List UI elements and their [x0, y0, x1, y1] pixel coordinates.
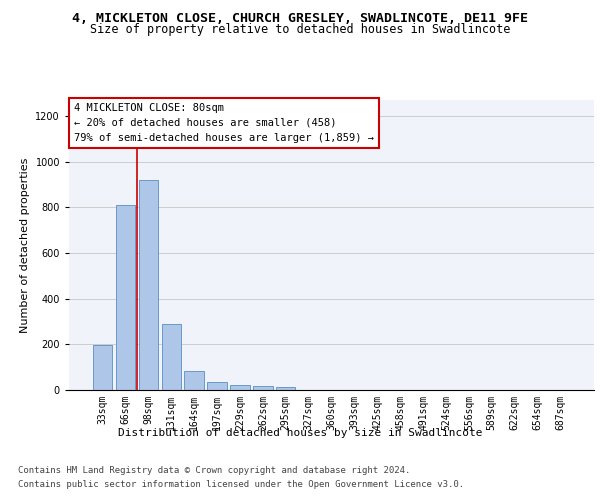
Bar	[253, 386, 272, 390]
Text: Size of property relative to detached houses in Swadlincote: Size of property relative to detached ho…	[90, 22, 510, 36]
Bar	[116, 205, 135, 390]
Bar	[93, 346, 112, 390]
Y-axis label: Number of detached properties: Number of detached properties	[20, 158, 30, 332]
Text: Contains public sector information licensed under the Open Government Licence v3: Contains public sector information licen…	[18, 480, 464, 489]
Bar	[276, 388, 295, 390]
Bar	[184, 370, 204, 390]
Text: 4, MICKLETON CLOSE, CHURCH GRESLEY, SWADLINCOTE, DE11 9FE: 4, MICKLETON CLOSE, CHURCH GRESLEY, SWAD…	[72, 12, 528, 26]
Bar	[208, 382, 227, 390]
Bar	[161, 324, 181, 390]
Bar	[230, 386, 250, 390]
Text: Contains HM Land Registry data © Crown copyright and database right 2024.: Contains HM Land Registry data © Crown c…	[18, 466, 410, 475]
Bar	[139, 180, 158, 390]
Text: Distribution of detached houses by size in Swadlincote: Distribution of detached houses by size …	[118, 428, 482, 438]
Text: 4 MICKLETON CLOSE: 80sqm
← 20% of detached houses are smaller (458)
79% of semi-: 4 MICKLETON CLOSE: 80sqm ← 20% of detach…	[74, 103, 374, 142]
